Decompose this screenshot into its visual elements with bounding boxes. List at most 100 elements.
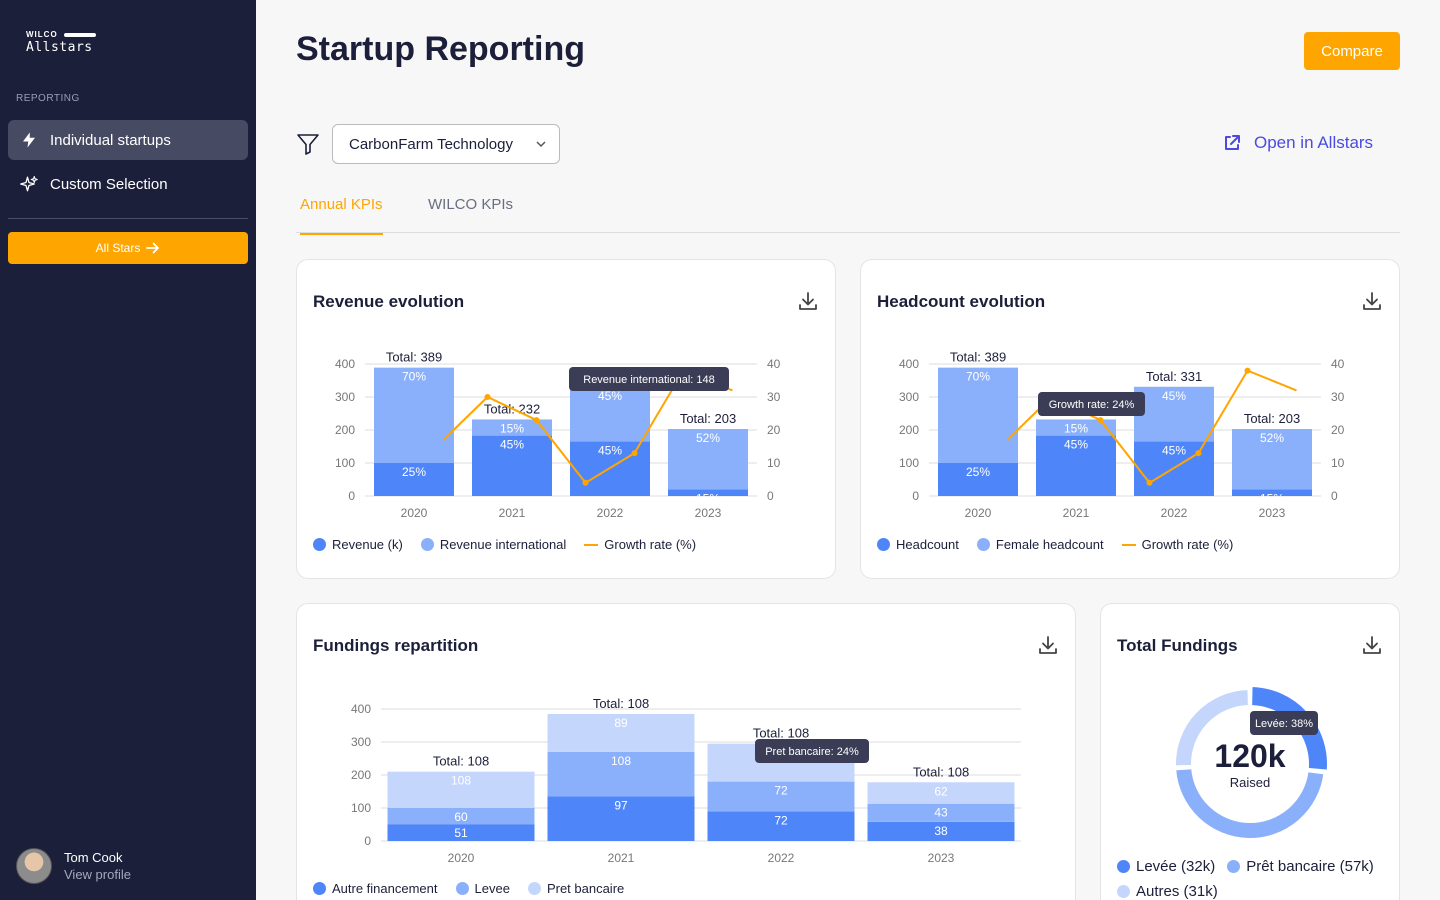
legend-item[interactable]: Levée (32k): [1117, 858, 1215, 875]
download-icon[interactable]: [1361, 634, 1383, 656]
legend-item[interactable]: Autres (31k): [1117, 883, 1218, 900]
open-in-allstars-link[interactable]: Open in Allstars: [1222, 133, 1373, 153]
y-tick-label: 100: [899, 456, 919, 470]
headcount-evolution-card: Headcount evolution 0 100 200 300 400 0 10 20 30…: [860, 259, 1400, 579]
tooltip-box: [1038, 392, 1145, 416]
legend-line: [584, 543, 599, 546]
filter-icon[interactable]: [296, 132, 320, 156]
legend-label: Headcount: [896, 537, 959, 552]
legend-item[interactable]: Growth rate (%): [584, 537, 696, 552]
x-tick-label: 2021: [608, 851, 635, 865]
tooltip-box: [755, 739, 869, 763]
legend-item[interactable]: Headcount: [877, 537, 959, 552]
revenue-evolution-card: Revenue evolution 0 100 200 300 400 0 10 20 30 40…: [296, 259, 836, 579]
bar-segment: [374, 367, 454, 463]
lightning-icon: [23, 132, 35, 148]
legend-item[interactable]: Revenue international: [420, 537, 567, 552]
total-fundings-card: Total Fundings Levée: 38% 120k Raised Le…: [1100, 603, 1400, 900]
compare-button[interactable]: Compare: [1304, 32, 1400, 70]
legend-label: Revenue (k): [332, 537, 403, 552]
legend-line: [1121, 543, 1136, 546]
y-tick-label: 300: [335, 390, 355, 404]
legend-label: Autre financement: [332, 881, 438, 896]
y2-tick-label: 20: [767, 423, 781, 437]
bar-data-label: 108: [611, 754, 631, 768]
bar-data-label: 25%: [402, 465, 426, 479]
bar-segment: [1036, 435, 1116, 496]
user-profile[interactable]: Tom Cook View profile: [16, 848, 131, 884]
sidebar-item-custom-selection[interactable]: Custom Selection: [8, 164, 248, 204]
revenue-chart: 0 100 200 300 400 0 10 20 30 40 25% 70% Total: 389 20…: [335, 350, 781, 520]
startup-select[interactable]: CarbonFarm Technology: [332, 124, 560, 164]
bar-data-label: 97: [614, 798, 628, 812]
bar-segment: [707, 781, 855, 812]
legend-item[interactable]: Female headcount: [976, 537, 1104, 552]
y2-tick-label: 10: [1331, 456, 1345, 470]
card-title: Total Fundings: [1117, 636, 1238, 655]
legend-dot: [1117, 885, 1130, 898]
bar-data-label: 52%: [1260, 431, 1284, 445]
bar-data-label: 38: [934, 824, 948, 838]
legend-dot: [420, 538, 434, 551]
y2-tick-label: 40: [1331, 357, 1345, 371]
bar-total-label: Total: 108: [433, 754, 489, 769]
donut-slice: [1174, 687, 1250, 768]
bar-segment: [547, 796, 695, 841]
y-tick-label: 300: [351, 735, 371, 749]
open-in-allstars-label: Open in Allstars: [1254, 133, 1374, 152]
tooltip-text: Pret bancaire: 24%: [765, 746, 859, 758]
bar-data-label: 45%: [1064, 438, 1088, 452]
app-logo[interactable]: WILCO Allstars: [26, 30, 96, 55]
bar-segment: [938, 367, 1018, 463]
bar-segment: [668, 489, 748, 496]
bar-data-label: 15%: [1260, 491, 1284, 505]
profile-name: Tom Cook: [64, 850, 123, 865]
legend-item[interactable]: Growth rate (%): [1121, 537, 1234, 552]
y2-tick-label: 40: [767, 357, 781, 371]
bar-total-label: Total: 203: [1244, 411, 1300, 426]
tab-annual-kpis[interactable]: Annual KPIs: [300, 196, 383, 235]
sidebar-divider: [8, 218, 248, 219]
legend-dot: [455, 882, 469, 895]
view-profile-link[interactable]: View profile: [64, 867, 131, 882]
bar-segment: [668, 429, 748, 490]
legend-label: Levee: [474, 881, 510, 896]
total-fundings-donut: Levée: 38%: [1174, 684, 1329, 840]
download-icon[interactable]: [797, 290, 819, 312]
bar-data-label: 89: [614, 716, 628, 730]
legend-item[interactable]: Autre financement: [313, 881, 438, 896]
download-icon[interactable]: [1361, 290, 1383, 312]
bar-data-label: 43: [934, 806, 948, 820]
headcount-chart: 0 100 200 300 400 0 10 20 30 40 25% 70% Total: 389 20…: [899, 350, 1345, 520]
legend-item[interactable]: Pret bancaire: [527, 881, 624, 896]
sparkles-icon: [20, 175, 38, 192]
bar-segment: [547, 751, 695, 797]
legend-item[interactable]: Revenue (k): [313, 537, 403, 552]
arrow-right-icon: [146, 242, 160, 254]
legend-label: Growth rate (%): [1141, 537, 1234, 552]
bar-data-label: 72: [774, 813, 788, 827]
sidebar-item-individual-startups[interactable]: Individual startups: [8, 120, 248, 160]
growth-rate-point: [1244, 367, 1251, 374]
donut-slice: [1174, 767, 1326, 840]
y-tick-label: 100: [351, 801, 371, 815]
bar-segment: [472, 419, 552, 436]
legend-label: Revenue international: [439, 537, 567, 552]
y-tick-label: 0: [364, 834, 371, 848]
card-title: Revenue evolution: [313, 292, 465, 311]
legend-label: Autres (31k): [1136, 883, 1218, 900]
all-stars-button[interactable]: All Stars: [8, 232, 248, 264]
tab-wilco-kpis[interactable]: WILCO KPIs: [428, 196, 514, 213]
avatar: [16, 848, 52, 884]
bar-data-label: 70%: [966, 370, 990, 384]
bar-segment: [1134, 386, 1214, 442]
tooltip-text: Revenue international: 148: [583, 374, 714, 386]
download-icon[interactable]: [1037, 634, 1059, 656]
x-tick-label: 2023: [695, 506, 722, 520]
fundings-repartition-card: Fundings repartition 0 100 200 300 400 51 60 10…: [296, 603, 1076, 900]
bar-segment: [387, 771, 535, 808]
page-title: Startup Reporting: [296, 30, 585, 68]
logo-top-text: WILCO: [26, 30, 58, 39]
legend-item[interactable]: Prêt bancaire (57k): [1227, 858, 1374, 875]
legend-item[interactable]: Levee: [455, 881, 510, 896]
